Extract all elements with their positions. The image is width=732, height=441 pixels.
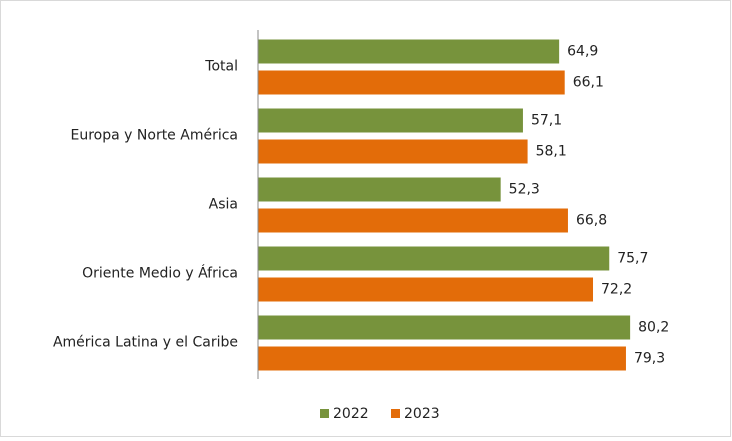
value-label: 66,1 <box>573 75 604 91</box>
y-tick-label: América Latina y el Caribe <box>53 335 238 351</box>
bar <box>258 70 565 95</box>
y-tick-label: Europa y Norte América <box>71 128 238 144</box>
legend-label: 2023 <box>404 406 440 422</box>
bar <box>258 346 626 371</box>
y-tick-label: Total <box>204 59 238 75</box>
value-label: 66,8 <box>576 213 607 229</box>
value-label: 79,3 <box>634 351 665 367</box>
bar <box>258 108 523 133</box>
bar <box>258 139 528 164</box>
value-label: 75,7 <box>617 251 648 267</box>
value-label: 72,2 <box>601 282 632 298</box>
value-label: 52,3 <box>509 182 540 198</box>
bar <box>258 39 560 64</box>
value-label: 80,2 <box>638 320 669 336</box>
legend-swatch <box>320 409 329 418</box>
bar <box>258 277 594 302</box>
legend-label: 2022 <box>333 406 369 422</box>
value-label: 58,1 <box>536 144 567 160</box>
value-label: 57,1 <box>531 113 562 129</box>
y-tick-label: Asia <box>209 197 238 213</box>
value-label: 64,9 <box>567 44 598 60</box>
bar <box>258 177 501 202</box>
bar <box>258 246 610 271</box>
bar <box>258 315 631 340</box>
bar <box>258 208 568 233</box>
y-tick-label: Oriente Medio y África <box>82 265 238 282</box>
legend-swatch <box>391 409 400 418</box>
